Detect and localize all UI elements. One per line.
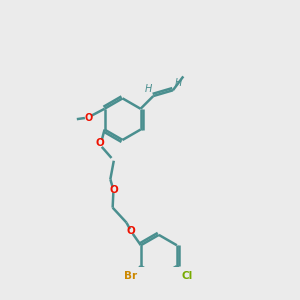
Text: O: O <box>110 184 118 195</box>
Text: O: O <box>127 226 136 236</box>
Text: O: O <box>84 113 92 123</box>
Text: Br: Br <box>124 272 137 281</box>
Text: O: O <box>96 138 104 148</box>
Text: H: H <box>145 84 152 94</box>
Text: H: H <box>174 78 182 88</box>
Text: Cl: Cl <box>182 272 193 281</box>
